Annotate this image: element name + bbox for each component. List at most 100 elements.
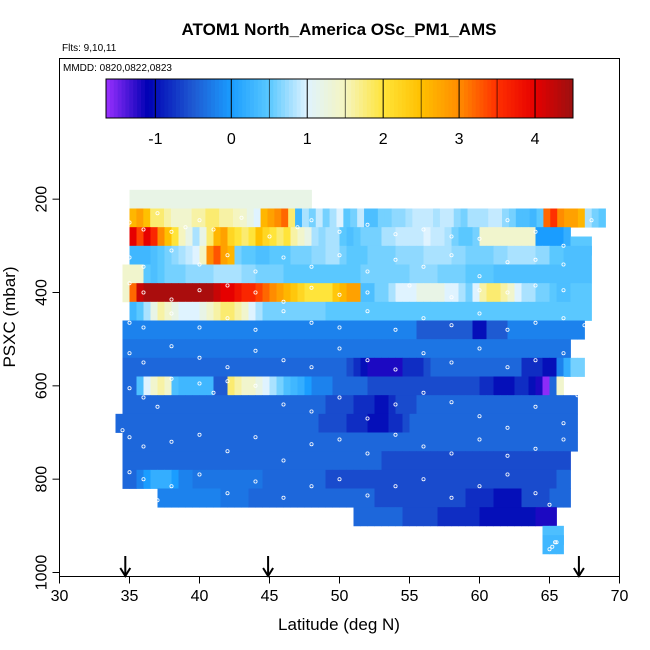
- heatmap-cell: [409, 376, 417, 396]
- heatmap-cell: [542, 488, 550, 508]
- heatmap-cell: [479, 432, 487, 452]
- heatmap-cell: [262, 320, 270, 340]
- heatmap-cell: [416, 283, 424, 303]
- heatmap-cell: [577, 245, 585, 265]
- heatmap-cell: [374, 413, 382, 433]
- sample-point: [169, 376, 174, 381]
- heatmap-cell: [297, 469, 305, 489]
- heatmap-cell: [409, 507, 417, 527]
- heatmap-cell: [248, 320, 256, 340]
- heatmap-cell: [227, 283, 235, 303]
- y-tick-label: 200: [34, 186, 51, 213]
- colorbar-segment: [343, 79, 348, 118]
- heatmap-cell: [304, 451, 312, 471]
- heatmap-cell: [521, 264, 529, 284]
- heatmap-cell: [318, 339, 326, 359]
- heatmap-cell: [528, 507, 536, 527]
- heatmap-cell: [402, 413, 410, 433]
- heatmap-cell: [353, 395, 361, 415]
- colorbar-segment: [164, 79, 169, 118]
- heatmap-cell: [171, 357, 179, 377]
- heatmap-cell: [150, 227, 158, 247]
- heatmap-cell: [514, 413, 522, 433]
- sample-point: [141, 477, 146, 482]
- heatmap-cell: [549, 245, 557, 265]
- heatmap-cell: [458, 376, 466, 396]
- heatmap-cell: [283, 283, 291, 303]
- heatmap-cell: [213, 451, 221, 471]
- heatmap-cell: [178, 227, 186, 247]
- heatmap-cell: [360, 376, 368, 396]
- sample-point: [421, 390, 426, 395]
- heatmap-cell: [458, 413, 466, 433]
- heatmap-cell: [164, 469, 172, 489]
- heatmap-cell: [535, 339, 543, 359]
- heatmap-cell: [157, 488, 165, 508]
- heatmap-cell: [234, 488, 242, 508]
- colorbar-segment: [479, 79, 484, 118]
- heatmap-cell: [227, 413, 235, 433]
- heatmap-cell: [395, 264, 403, 284]
- heatmap-cell: [234, 432, 242, 452]
- colorbar-segment: [172, 79, 177, 118]
- heatmap-cell: [255, 227, 263, 247]
- heatmap-cell: [514, 320, 522, 340]
- colorbar-segment: [288, 79, 294, 118]
- heatmap-cell: [439, 208, 448, 228]
- heatmap-cell: [437, 395, 445, 415]
- colorbar-frame: [105, 78, 574, 119]
- colorbar-segment: [374, 79, 379, 118]
- sample-point: [477, 437, 482, 442]
- y-tick-label: 600: [34, 372, 51, 399]
- heatmap-cell: [388, 283, 396, 303]
- heatmap-cell: [367, 376, 375, 396]
- heatmap-cell: [465, 357, 473, 377]
- heatmap-cell: [451, 376, 459, 396]
- heatmap-cell: [367, 488, 375, 508]
- colorbar-segment: [518, 79, 523, 118]
- heatmap-cell: [339, 339, 347, 359]
- heatmap-cell: [185, 432, 193, 452]
- heatmap-cell: [304, 245, 312, 265]
- heatmap-cell: [290, 245, 298, 265]
- heatmap-cell: [556, 283, 564, 303]
- heatmap-cell: [451, 283, 459, 303]
- heatmap-cell: [206, 339, 214, 359]
- heatmap-cell: [318, 413, 326, 433]
- sample-point: [127, 320, 132, 325]
- heatmap-cell: [311, 469, 319, 489]
- heatmap-cell: [486, 488, 494, 508]
- heatmap-cell: [444, 507, 452, 527]
- heatmap-cell: [150, 245, 158, 265]
- heatmap-cell: [453, 208, 462, 228]
- heatmap-cell: [458, 301, 466, 321]
- heatmap-cell: [276, 395, 284, 415]
- colorbar-segment: [358, 79, 364, 118]
- heatmap-cell: [577, 264, 585, 284]
- heatmap-cell: [374, 320, 382, 340]
- heatmap-cell: [164, 376, 172, 396]
- heatmap-cell: [255, 283, 263, 303]
- heatmap-cell: [507, 413, 515, 433]
- heatmap-cell: [458, 357, 466, 377]
- heatmap-cell: [143, 413, 151, 433]
- colorbar-segment: [530, 79, 535, 118]
- sample-point: [533, 358, 538, 363]
- heatmap-cell: [227, 264, 235, 284]
- heatmap-cell: [472, 227, 480, 247]
- heatmap-cell: [360, 245, 368, 265]
- heatmap-cell: [185, 488, 193, 508]
- heatmap-cell: [346, 432, 354, 452]
- heatmap-cell: [528, 488, 536, 508]
- colorbar-segment: [316, 79, 321, 118]
- heatmap-cell: [304, 320, 312, 340]
- heatmap-cell: [246, 208, 255, 228]
- heatmap-cell: [591, 208, 599, 228]
- heatmap-cell: [163, 208, 172, 228]
- heatmap-cell: [346, 264, 354, 284]
- heatmap-cell: [199, 469, 207, 489]
- sample-point: [120, 428, 125, 433]
- heatmap-cell: [255, 451, 263, 471]
- heatmap-cell: [122, 432, 130, 452]
- heatmap-cell: [556, 320, 564, 340]
